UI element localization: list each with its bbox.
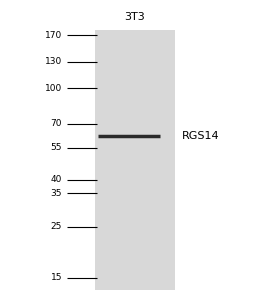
Text: 100: 100 <box>45 84 62 93</box>
Text: 40: 40 <box>51 175 62 184</box>
Text: 25: 25 <box>51 222 62 231</box>
Text: 35: 35 <box>51 189 62 198</box>
Text: 170: 170 <box>45 31 62 40</box>
Text: 130: 130 <box>45 57 62 66</box>
Text: 55: 55 <box>51 143 62 152</box>
Text: RGS14: RGS14 <box>182 131 220 141</box>
Bar <box>95 30 175 290</box>
Text: 15: 15 <box>51 274 62 283</box>
Text: 3T3: 3T3 <box>125 12 145 22</box>
Text: 70: 70 <box>51 119 62 128</box>
